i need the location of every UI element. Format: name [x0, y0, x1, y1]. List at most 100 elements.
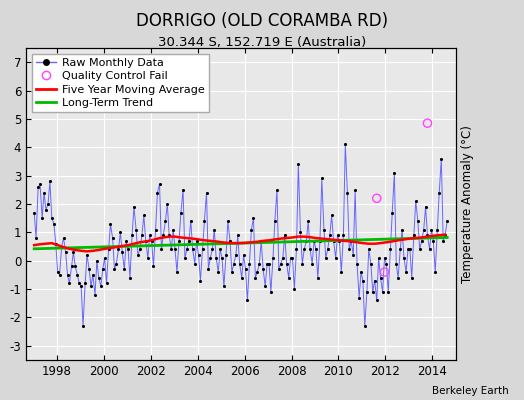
Point	[318, 175, 326, 182]
Point	[380, 255, 389, 261]
Point	[208, 246, 216, 252]
Point	[132, 226, 140, 233]
Point	[382, 260, 390, 267]
Point	[298, 260, 307, 267]
Point	[386, 246, 395, 252]
Point	[363, 289, 371, 295]
Point	[204, 266, 213, 272]
Point	[355, 294, 363, 301]
Point	[77, 283, 85, 290]
Point	[361, 323, 369, 329]
Point	[46, 178, 54, 184]
Point	[398, 226, 406, 233]
Point	[138, 232, 146, 238]
Point	[99, 266, 107, 272]
Point	[165, 232, 173, 238]
Point	[175, 238, 183, 244]
Point	[50, 221, 58, 227]
Point	[411, 198, 420, 204]
Point	[79, 323, 87, 329]
Point	[406, 246, 414, 252]
Point	[292, 246, 301, 252]
Point	[157, 246, 166, 252]
Point	[159, 232, 168, 238]
Point	[200, 218, 209, 224]
Point	[126, 274, 134, 281]
Point	[257, 238, 266, 244]
Point	[420, 226, 428, 233]
Point	[38, 215, 46, 221]
Point	[118, 249, 126, 256]
Point	[71, 263, 80, 270]
Point	[375, 255, 383, 261]
Point	[228, 269, 236, 275]
Point	[114, 246, 123, 252]
Point	[112, 260, 121, 267]
Point	[443, 218, 451, 224]
Point	[384, 289, 392, 295]
Point	[267, 289, 275, 295]
Point	[353, 260, 361, 267]
Point	[94, 274, 103, 281]
Point	[421, 204, 430, 210]
Point	[253, 269, 261, 275]
Point	[302, 238, 311, 244]
Point	[347, 238, 355, 244]
Point	[400, 255, 408, 261]
Point	[106, 221, 115, 227]
Point	[255, 260, 264, 267]
Point	[416, 246, 424, 252]
Point	[191, 260, 199, 267]
Point	[226, 238, 234, 244]
Point	[173, 269, 181, 275]
Point	[194, 252, 203, 258]
Point	[230, 260, 238, 267]
Point	[390, 170, 399, 176]
Point	[294, 161, 302, 168]
Point	[108, 235, 117, 241]
Point	[243, 297, 252, 304]
Point	[388, 209, 397, 216]
Point	[349, 252, 357, 258]
Point	[306, 246, 314, 252]
Point	[439, 238, 447, 244]
Point	[75, 280, 83, 287]
Text: 30.344 S, 152.719 E (Australia): 30.344 S, 152.719 E (Australia)	[158, 36, 366, 49]
Point	[332, 255, 340, 261]
Point	[441, 232, 449, 238]
Point	[237, 274, 246, 281]
Point	[91, 292, 99, 298]
Point	[304, 218, 312, 224]
Point	[429, 238, 438, 244]
Point	[189, 246, 197, 252]
Point	[365, 246, 373, 252]
Point	[63, 272, 72, 278]
Point	[373, 297, 381, 304]
Point	[328, 212, 336, 218]
Point	[261, 283, 269, 290]
Point	[151, 226, 160, 233]
Point	[425, 246, 434, 252]
Point	[310, 238, 318, 244]
Point	[316, 238, 324, 244]
Point	[58, 243, 66, 250]
Point	[290, 286, 299, 292]
Point	[169, 226, 178, 233]
Point	[368, 289, 377, 295]
Point	[287, 255, 295, 261]
Point	[431, 269, 440, 275]
Point	[323, 246, 332, 252]
Point	[202, 190, 211, 196]
Point	[89, 272, 97, 278]
Point	[269, 255, 277, 261]
Point	[110, 266, 118, 272]
Point	[232, 252, 240, 258]
Point	[177, 209, 185, 216]
Point	[185, 238, 193, 244]
Point	[187, 218, 195, 224]
Point	[216, 246, 224, 252]
Point	[161, 218, 170, 224]
Point	[404, 246, 412, 252]
Point	[265, 260, 273, 267]
Point	[423, 120, 432, 126]
